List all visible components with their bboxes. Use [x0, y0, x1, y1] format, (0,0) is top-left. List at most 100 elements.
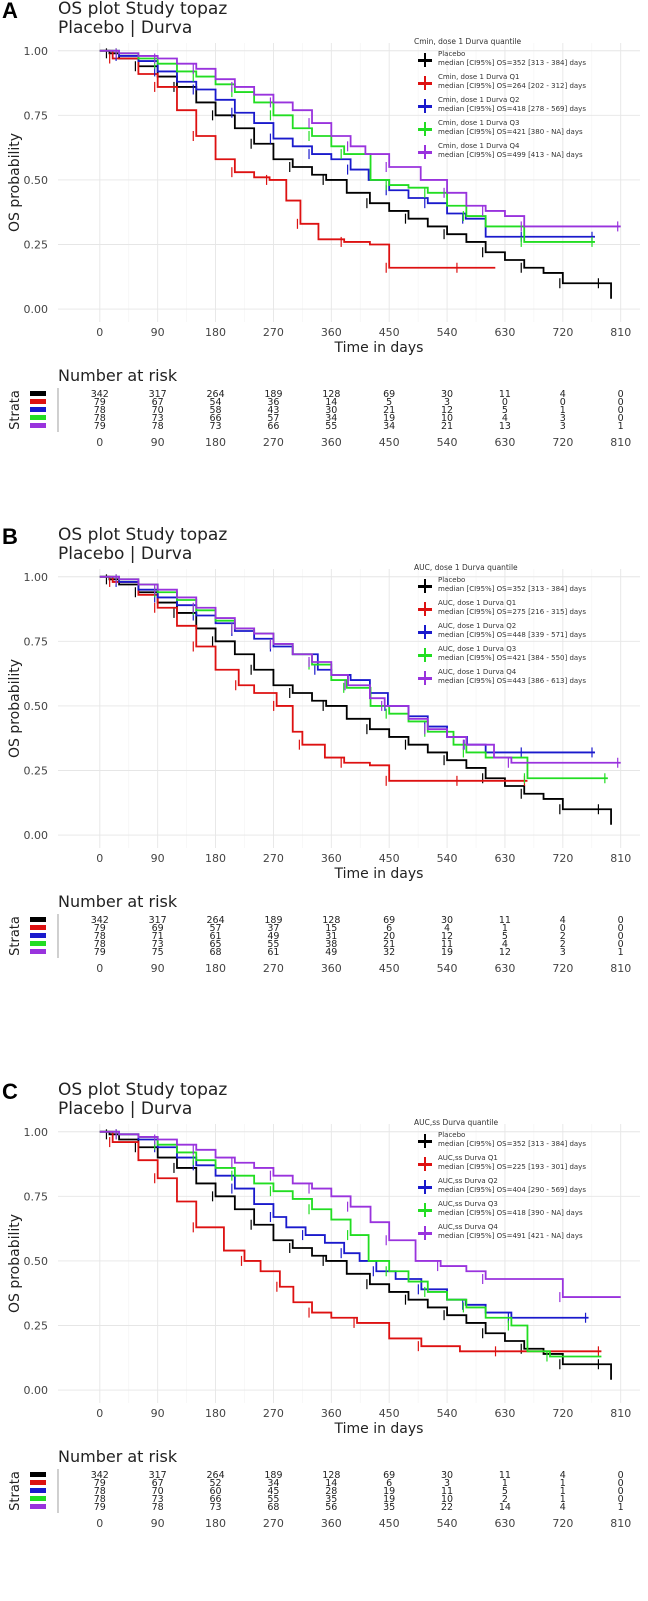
risk-table-cell: 4 [502, 413, 508, 424]
risk-table-cell: 2 [560, 931, 566, 942]
risk-table-cell: 14 [325, 397, 337, 408]
y-tick-label: 0.50 [24, 174, 49, 187]
risk-table-cell: 43 [267, 405, 279, 416]
legend-item-q2: AUC, dose 1 Durva Q2 median [CI95%] OS=44… [414, 621, 644, 644]
legend-swatch-icon [418, 648, 432, 662]
y-tick-label: 0.25 [24, 1320, 49, 1333]
risk-table-cell: 22 [441, 1502, 453, 1513]
chart-title-line2: Placebo | Durva [58, 1099, 193, 1119]
risk-table-cell: 11 [441, 1486, 453, 1497]
x-tick-label: 540 [437, 1407, 458, 1420]
risk-table-cell: 45 [267, 1486, 279, 1497]
risk-x-tick-label: 0 [96, 1517, 103, 1530]
legend-swatch-icon [418, 53, 432, 67]
legend-series-median: median [CI95%] OS=443 [386 - 613] days [438, 677, 586, 685]
legend-series-median: median [CI95%] OS=352 [313 - 384] days [438, 59, 586, 67]
risk-table-cell: 66 [267, 421, 279, 432]
risk-table-cell: 1 [560, 1478, 566, 1489]
x-tick-label: 0 [96, 1407, 103, 1420]
legend-series-name: Placebo [438, 1131, 466, 1139]
risk-table-cell: 5 [502, 405, 508, 416]
risk-table-cell: 4 [502, 939, 508, 950]
risk-table-cell: 4 [560, 389, 566, 400]
legend-swatch-icon [418, 1226, 432, 1240]
risk-table-cell: 19 [441, 947, 453, 958]
risk-table-cell: 12 [499, 947, 511, 958]
legend-series-name: AUC,ss Durva Q4 [438, 1223, 498, 1231]
risk-table-cell: 14 [325, 1478, 337, 1489]
risk-table-cell: 1 [618, 421, 624, 432]
chart-title-line1: OS plot Study topaz [58, 525, 228, 545]
y-tick-label: 0.00 [24, 1384, 49, 1397]
chart-title-line2: Placebo | Durva [58, 544, 193, 564]
y-tick-label: 0.25 [24, 765, 49, 778]
legend-item-q3: Cmin, dose 1 Durva Q3 median [CI95%] OS=4… [414, 118, 644, 141]
legend: AUC, dose 1 Durva quantile Placebo median… [414, 563, 644, 690]
x-tick-label: 540 [437, 326, 458, 339]
y-tick-label: 0.50 [24, 700, 49, 713]
chart-title: OS plot Study topaz Placebo | Durva [58, 526, 227, 564]
strata-swatch-icon [30, 399, 46, 404]
risk-x-tick-label: 540 [437, 1517, 458, 1530]
y-tick-label: 0.75 [24, 109, 49, 122]
series-line-q1 [99, 49, 496, 269]
risk-table-cell: 1 [618, 1502, 624, 1513]
risk-table-title: Number at risk [58, 1447, 178, 1466]
censor-marks-q4 [115, 1129, 561, 1303]
strata-swatch-icon [30, 407, 46, 412]
x-tick-label: 540 [437, 852, 458, 865]
risk-table-cell: 34 [267, 1478, 279, 1489]
risk-table-cell: 79 [94, 397, 106, 408]
risk-table-cell: 1 [502, 1478, 508, 1489]
risk-table-cell: 71 [152, 931, 164, 942]
legend-swatch-icon [418, 1180, 432, 1194]
legend-swatch-icon [418, 1134, 432, 1148]
legend-swatch-icon [418, 671, 432, 685]
y-tick-label: 1.00 [24, 1126, 49, 1139]
risk-x-tick-label: 630 [494, 1517, 515, 1530]
risk-table-cell: 4 [444, 923, 450, 934]
risk-table-cell: 78 [94, 405, 106, 416]
legend-series-median: median [CI95%] OS=491 [421 - NA] days [438, 1232, 583, 1240]
panel-letter: C [2, 1079, 18, 1104]
x-tick-label: 90 [151, 852, 165, 865]
legend: Cmin, dose 1 Durva quantile Placebo media… [414, 37, 644, 164]
risk-x-tick-label: 540 [437, 962, 458, 975]
risk-x-tick-label: 0 [96, 962, 103, 975]
legend-series-median: median [CI95%] OS=352 [313 - 384] days [438, 1140, 586, 1148]
risk-table-cell: 68 [267, 1502, 279, 1513]
risk-table-cell: 0 [618, 931, 624, 942]
risk-table-cell: 317 [149, 1470, 167, 1481]
x-axis-label: Time in days [334, 340, 424, 356]
risk-table-cell: 4 [560, 1502, 566, 1513]
strata-label: Strata [8, 916, 23, 956]
y-tick-label: 1.00 [24, 45, 49, 58]
chart-title-line2: Placebo | Durva [58, 18, 193, 38]
legend-series-median: median [CI95%] OS=421 [380 - NA] days [438, 128, 583, 136]
risk-table-cell: 73 [152, 939, 164, 950]
x-tick-label: 630 [494, 326, 515, 339]
risk-table-cell: 264 [206, 389, 224, 400]
x-tick-label: 90 [151, 326, 165, 339]
y-tick-label: 0.75 [24, 1190, 49, 1203]
risk-table-cell: 67 [152, 397, 164, 408]
strata-swatch-icon [30, 925, 46, 930]
risk-table-cell: 69 [383, 1470, 395, 1481]
risk-table-cell: 128 [322, 1470, 340, 1481]
x-tick-label: 810 [610, 852, 631, 865]
y-tick-label: 0.00 [24, 829, 49, 842]
risk-x-tick-label: 270 [263, 436, 284, 449]
risk-table-cell: 0 [502, 397, 508, 408]
risk-table-cell: 0 [618, 915, 624, 926]
strata-swatch-icon [30, 391, 46, 396]
risk-table-cell: 0 [618, 405, 624, 416]
risk-table-cell: 30 [325, 405, 337, 416]
risk-table-cell: 5 [502, 931, 508, 942]
plot-background [58, 1124, 640, 1403]
risk-table-cell: 70 [152, 1486, 164, 1497]
risk-table-cell: 4 [560, 1470, 566, 1481]
risk-table-cell: 15 [325, 923, 337, 934]
legend-series-name: AUC,ss Durva Q1 [438, 1154, 498, 1162]
x-tick-label: 720 [552, 852, 573, 865]
risk-table-cell: 189 [264, 915, 282, 926]
